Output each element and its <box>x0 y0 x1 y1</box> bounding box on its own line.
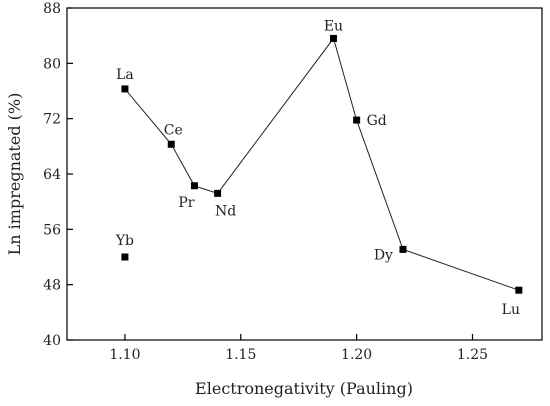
point-label-gd: Gd <box>367 113 387 129</box>
point-label-ce: Ce <box>164 122 183 138</box>
x-axis-title: Electronegativity (Pauling) <box>195 379 413 398</box>
data-point-dy <box>399 245 407 253</box>
y-tick-label: 40 <box>43 333 61 349</box>
y-tick-label: 80 <box>43 56 61 72</box>
x-axis: 1.10 1.15 1.20 1.25 <box>109 334 488 363</box>
y-tick-label: 88 <box>43 1 61 17</box>
y-axis-title: Ln impregnated (%) <box>5 93 24 256</box>
point-label-lu: Lu <box>502 302 520 318</box>
point-label-dy: Dy <box>374 247 393 263</box>
point-label-eu: Eu <box>324 18 343 34</box>
data-point-ce <box>167 140 175 148</box>
x-tick-label: 1.15 <box>225 347 256 363</box>
x-tick-label: 1.20 <box>341 347 372 363</box>
data-point-gd <box>353 116 361 124</box>
y-tick-label: 48 <box>43 278 61 294</box>
point-label-nd: Nd <box>215 203 236 219</box>
y-tick-label: 56 <box>43 222 61 238</box>
plot-frame <box>66 7 543 341</box>
data-point-lu <box>515 286 523 294</box>
y-tick-label: 72 <box>43 112 61 128</box>
point-label-la: La <box>116 67 134 83</box>
point-label-yb: Yb <box>115 233 134 249</box>
data-point-yb <box>121 253 129 261</box>
data-point-la <box>121 85 129 93</box>
point-labels: La Ce Pr Nd Eu Gd Dy Lu Yb <box>115 18 520 318</box>
y-tick-label: 64 <box>43 167 61 183</box>
data-point-pr <box>190 182 198 190</box>
point-label-pr: Pr <box>178 195 194 211</box>
series-lines <box>124 37 519 291</box>
data-point-eu <box>329 34 337 42</box>
x-tick-label: 1.10 <box>109 347 140 363</box>
data-point-nd <box>214 189 222 197</box>
x-tick-label: 1.25 <box>457 347 488 363</box>
series-line <box>124 37 519 291</box>
y-axis: 40 48 56 64 72 80 88 <box>43 1 73 349</box>
series-markers <box>121 34 523 294</box>
